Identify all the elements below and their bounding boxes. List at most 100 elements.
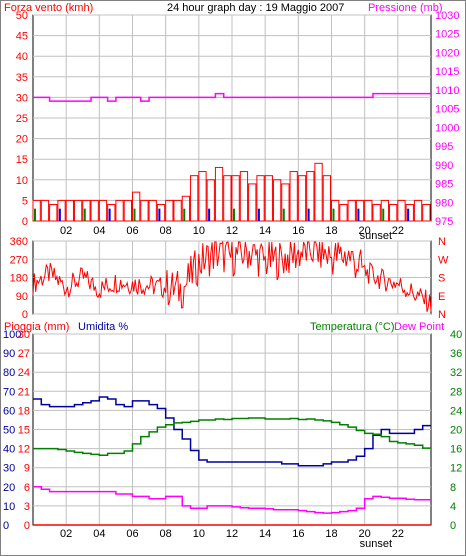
wind-tick-label: 10 xyxy=(16,175,28,187)
wind-bar xyxy=(422,204,431,222)
pressure-tick-label: 1015 xyxy=(435,66,459,78)
wind-bar xyxy=(306,171,315,222)
humidity-y-ticks: 0 10 20 30 40 50 60 70 80 90 100 xyxy=(3,329,21,532)
temp-axis-label: Temperatura (°C) xyxy=(310,321,394,333)
wind-gust-bar xyxy=(108,208,111,221)
pressure-tick-label: 1005 xyxy=(435,104,459,116)
wind-tick-label: 25 xyxy=(16,113,28,125)
wind-axis-label: Forza vento (kmh) xyxy=(4,2,93,14)
rain-y-ticks: 0 3 6 9 12 15 18 21 24 27 30 xyxy=(18,329,30,532)
x-tick-label: 06 xyxy=(126,225,138,237)
x-tick-label: 02 xyxy=(60,225,72,237)
wind-gust-bar xyxy=(133,208,136,221)
temp-tick-label: 16 xyxy=(450,444,462,456)
humidity-tick-label: 0 xyxy=(3,520,9,532)
wind-bars xyxy=(32,162,431,222)
temp-tick-label: 4 xyxy=(450,501,456,513)
wind-bar xyxy=(82,199,91,222)
temp-tick-label: 12 xyxy=(450,463,462,475)
wind-bar xyxy=(123,199,133,222)
compass-tick-label: S xyxy=(438,273,445,285)
rain-tick-label: 15 xyxy=(18,425,30,437)
direction-tick-label: 90 xyxy=(16,291,28,303)
wind-bar xyxy=(115,199,124,222)
wind-bar xyxy=(364,199,373,222)
temp-tick-label: 32 xyxy=(450,367,462,379)
pressure-tick-label: 1020 xyxy=(435,47,459,59)
temp-tick-label: 0 xyxy=(450,520,456,532)
wind-bar xyxy=(32,199,41,222)
temp-tick-label: 28 xyxy=(450,386,462,398)
wind-bar xyxy=(73,199,83,222)
wind-bar xyxy=(132,191,141,222)
humidity-tick-label: 80 xyxy=(3,367,15,379)
wind-bar xyxy=(198,171,207,222)
x-tick-label: 04 xyxy=(93,528,105,540)
wind-gust-bar xyxy=(83,208,86,221)
wind-bar xyxy=(264,175,273,222)
rain-tick-label: 27 xyxy=(18,348,30,360)
humidity-tick-label: 30 xyxy=(3,463,15,475)
wind-tick-label: 20 xyxy=(16,134,28,146)
dewpoint-line xyxy=(33,486,431,514)
temp-tick-label: 8 xyxy=(450,482,456,494)
pressure-tick-label: 995 xyxy=(435,141,453,153)
rain-tick-label: 9 xyxy=(24,463,30,475)
wind-tick-label: 45 xyxy=(16,31,28,43)
wind-bar xyxy=(256,175,265,222)
direction-panel-grid xyxy=(33,240,431,315)
humidity-tick-label: 70 xyxy=(3,386,15,398)
pressure-tick-label: 1010 xyxy=(435,85,459,97)
pressure-tick-label: 1025 xyxy=(435,29,459,41)
wind-bar xyxy=(281,183,290,222)
wind-bar xyxy=(372,204,381,222)
wind-bar xyxy=(405,204,414,222)
wind-bar xyxy=(272,179,282,222)
wind-tick-label: 5 xyxy=(22,195,28,207)
wind-x-ticks: 02 04 06 08 10 12 14 16 18 20 22 xyxy=(60,225,404,237)
humidity-tick-label: 90 xyxy=(3,348,15,360)
wind-bar xyxy=(206,179,215,222)
wind-bar xyxy=(331,199,340,222)
wind-gust-bar xyxy=(382,208,385,221)
x-tick-label: 16 xyxy=(292,528,304,540)
x-tick-label: 22 xyxy=(392,528,404,540)
wind-bar xyxy=(156,204,166,222)
x-tick-label: 06 xyxy=(126,528,138,540)
wind-gust-bar xyxy=(332,208,335,221)
humidity-tick-label: 100 xyxy=(3,329,21,341)
x-tick-label: 04 xyxy=(93,225,105,237)
compass-tick-label: W xyxy=(438,254,449,266)
direction-tick-label: 270 xyxy=(10,254,28,266)
x-tick-label: 10 xyxy=(193,225,205,237)
wind-bar xyxy=(347,199,356,222)
wind-bar xyxy=(65,199,74,222)
x-tick-label: 02 xyxy=(60,528,72,540)
rain-tick-label: 12 xyxy=(18,444,30,456)
x-tick-label: 08 xyxy=(160,528,172,540)
wind-bar xyxy=(389,204,398,222)
x-tick-label: 14 xyxy=(259,528,271,540)
wind-bar xyxy=(380,199,390,222)
wind-bar xyxy=(314,162,323,222)
wind-bar xyxy=(239,171,249,222)
sunset-label-bottom: sunset xyxy=(360,538,392,550)
temp-tick-label: 40 xyxy=(450,329,462,341)
wind-bar xyxy=(289,171,298,222)
temp-x-ticks: 02 04 06 08 10 12 14 16 18 20 22 xyxy=(60,528,404,540)
wind-bar xyxy=(140,199,149,222)
humidity-tick-label: 60 xyxy=(3,405,15,417)
wind-gust-bar xyxy=(357,208,360,221)
temp-y-ticks: 0 4 8 12 16 20 24 28 32 36 40 xyxy=(450,329,462,532)
pressure-tick-label: 980 xyxy=(435,197,453,209)
wind-tick-label: 40 xyxy=(16,51,28,63)
chart-title: 24 hour graph day : 19 Maggio 2007 xyxy=(167,2,344,14)
wind-bar xyxy=(165,199,174,222)
wind-gust-bar xyxy=(183,208,186,221)
x-tick-label: 12 xyxy=(226,528,238,540)
humidity-tick-label: 10 xyxy=(3,501,15,513)
humidity-axis-label: Umidita % xyxy=(78,321,128,333)
